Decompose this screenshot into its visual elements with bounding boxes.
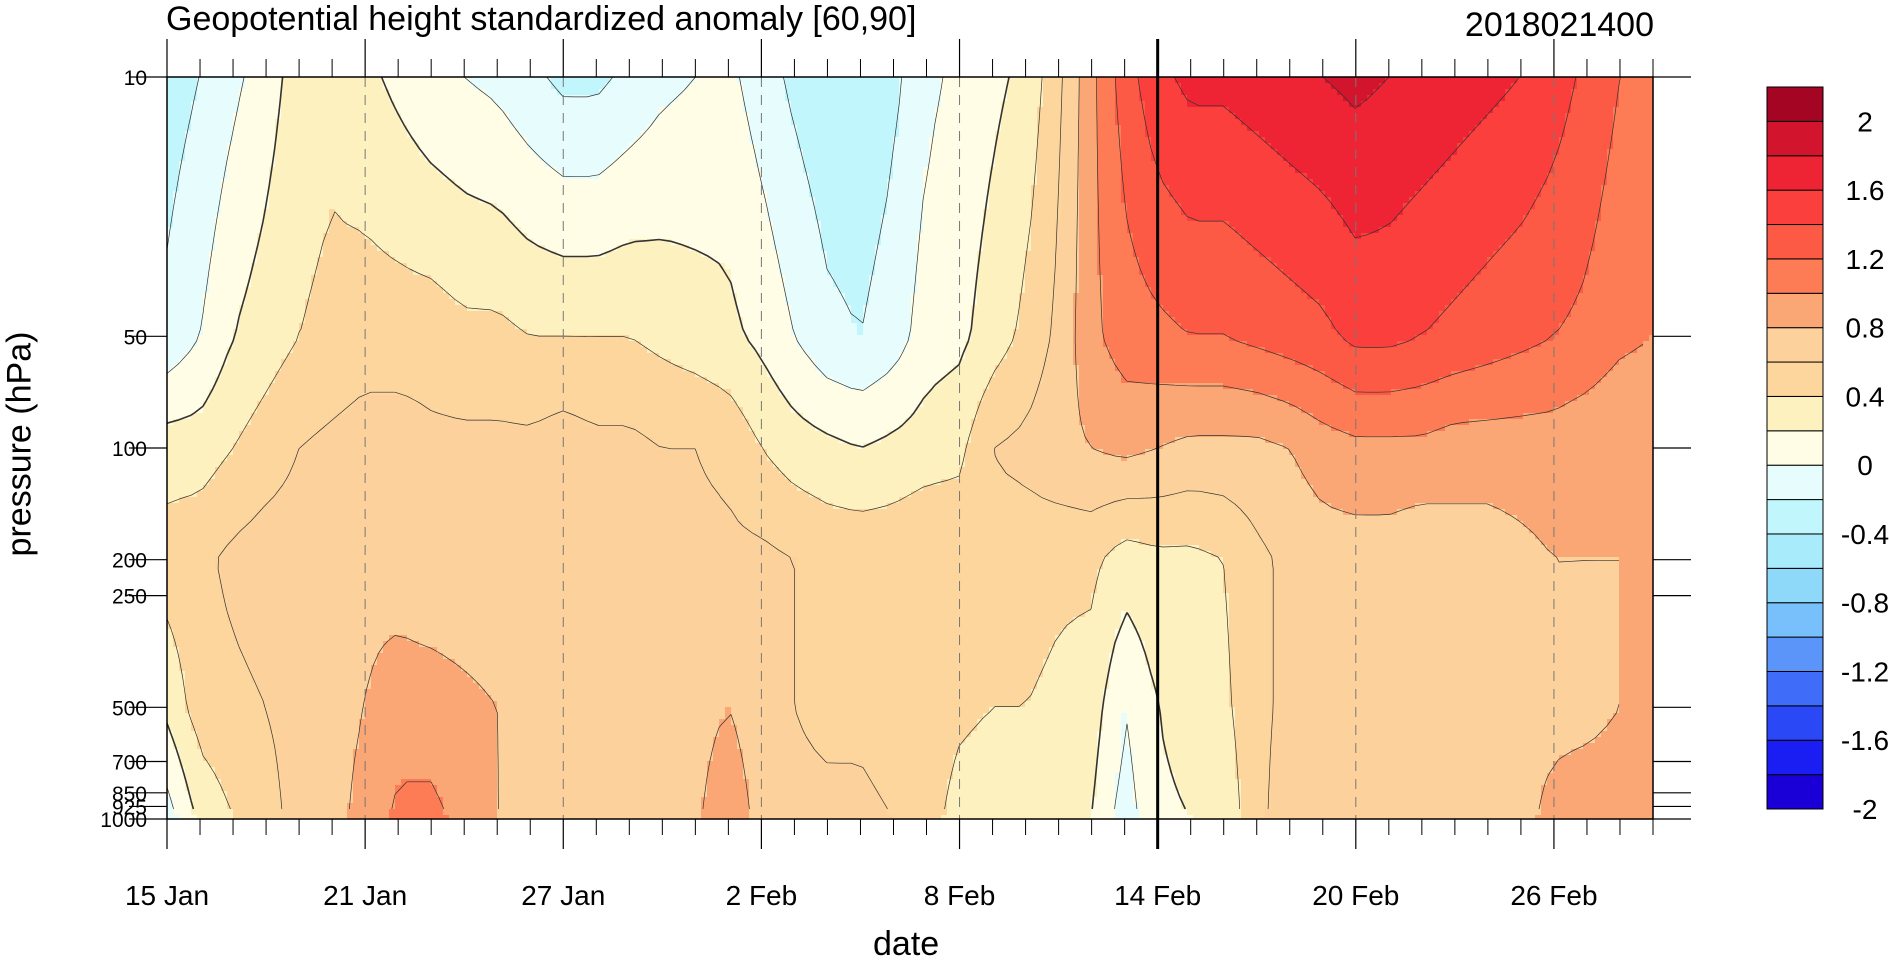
colorbar-box <box>1767 465 1823 499</box>
colorbar-box <box>1767 225 1823 259</box>
colorbar-box <box>1767 396 1823 430</box>
colorbar-box <box>1767 156 1823 190</box>
y-axis-label: pressure (hPa) <box>1 332 40 557</box>
y-tick-label: 1000 <box>100 809 147 832</box>
colorbar-label: -0.4 <box>1841 519 1889 550</box>
colorbar-box <box>1767 740 1823 774</box>
colorbar-box <box>1767 87 1823 121</box>
contour-fill-layer <box>167 77 1654 820</box>
colorbar-box <box>1767 259 1823 293</box>
colorbar-box <box>1767 637 1823 671</box>
x-tick-label: 8 Feb <box>924 880 996 911</box>
y-tick-label: 50 <box>124 326 147 349</box>
y-tick-label: 200 <box>112 550 147 573</box>
x-tick-label: 26 Feb <box>1510 880 1597 911</box>
x-tick-label: 20 Feb <box>1312 880 1399 911</box>
colorbar-box <box>1767 293 1823 327</box>
colorbar: 2 1.6 1.2 0.8 0.4 0 -0.4 -0.8 -1.2 -1.6 -2 <box>1767 87 1889 825</box>
y-tick-label: 100 <box>112 438 147 461</box>
colorbar-box <box>1767 603 1823 637</box>
colorbar-box <box>1767 568 1823 602</box>
colorbar-box <box>1767 190 1823 224</box>
colorbar-label: 0.4 <box>1846 381 1885 412</box>
x-tick-label: 21 Jan <box>323 880 407 911</box>
colorbar-label: -1.2 <box>1841 656 1889 687</box>
colorbar-box <box>1767 706 1823 740</box>
x-tick-label: 15 Jan <box>125 880 209 911</box>
colorbar-label: 1.6 <box>1846 175 1885 206</box>
colorbar-box <box>1767 328 1823 362</box>
chart-title: Geopotential height standardized anomaly… <box>166 0 916 39</box>
colorbar-box <box>1767 775 1823 809</box>
x-axis-label: date <box>873 925 939 964</box>
date-stamp: 2018021400 <box>1465 6 1654 45</box>
colorbar-label: 0 <box>1857 450 1873 481</box>
y-tick-label: 700 <box>112 752 147 775</box>
colorbar-label: 2 <box>1857 106 1873 137</box>
colorbar-box <box>1767 121 1823 155</box>
colorbar-box <box>1767 362 1823 396</box>
colorbar-box <box>1767 500 1823 534</box>
colorbar-box <box>1767 534 1823 568</box>
contour-chart: 15 Jan 21 Jan 27 Jan 2 Feb 8 Feb 14 Feb 20 Feb… <box>0 0 1889 963</box>
colorbar-label: -1.6 <box>1841 725 1889 756</box>
y-tick-label: 10 <box>124 67 147 90</box>
x-tick-label: 27 Jan <box>521 880 605 911</box>
x-tick-label: 2 Feb <box>726 880 798 911</box>
x-tick-label: 14 Feb <box>1114 880 1201 911</box>
colorbar-box <box>1767 431 1823 465</box>
colorbar-box <box>1767 671 1823 705</box>
colorbar-label: -2 <box>1853 794 1878 825</box>
colorbar-label: -0.8 <box>1841 588 1889 619</box>
y-tick-label: 250 <box>112 586 147 609</box>
y-tick-label: 500 <box>112 697 147 720</box>
colorbar-label: 1.2 <box>1846 244 1885 275</box>
colorbar-label: 0.8 <box>1846 313 1885 344</box>
